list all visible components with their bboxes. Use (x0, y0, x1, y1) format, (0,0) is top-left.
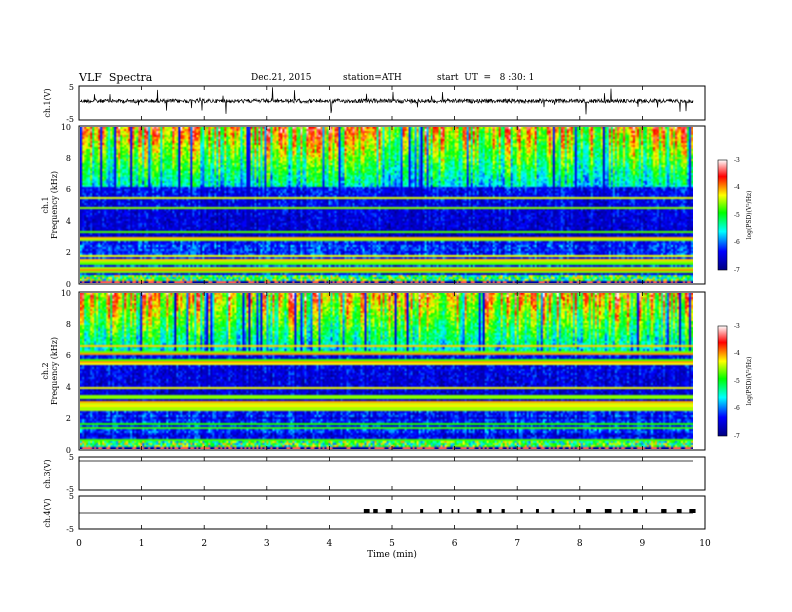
ch4-ylabel: ch.4(V) (43, 498, 52, 527)
cbar1-tick-m4: -4 (734, 184, 740, 191)
ch4-pulse (489, 509, 492, 513)
spec2-ylabel-channel: ch.2 (41, 362, 50, 379)
tick-marks (78, 86, 706, 529)
spec1-ylabel-channel: ch.1 (41, 196, 50, 213)
ch4-pulse (401, 509, 403, 513)
ch4-pulse (633, 509, 638, 513)
ch1-ylabel: ch.1(V) (43, 88, 52, 117)
cbar1-tick-m6: -6 (734, 239, 740, 246)
ch2-colorbar (717, 325, 728, 437)
x-tick-label-6: 6 (452, 539, 458, 549)
x-tick-label-5: 5 (389, 539, 395, 549)
ch1-colorbar (717, 159, 728, 271)
ch3-ytick-top: 5 (69, 453, 74, 462)
ch4-pulse (520, 509, 523, 513)
x-tick-label-10: 10 (699, 539, 711, 549)
ch1-waveform-line (79, 87, 694, 115)
spec1-ytick-10: 10 (61, 123, 71, 132)
ch4-ytick-top: 5 (69, 492, 74, 501)
cbar1-tick-m7: -7 (734, 267, 740, 274)
spec2-ytick-8: 8 (66, 320, 71, 329)
ch4-pulse (420, 509, 424, 513)
ch2-spectrogram-heatmap (80, 293, 693, 449)
spec2-ytick-4: 4 (66, 383, 71, 392)
x-axis-label: Time (min) (367, 549, 417, 560)
ch4-pulse (501, 509, 505, 513)
spec1-ytick-2: 2 (66, 248, 71, 257)
start-time-label: start UT = 8 :30: 1 (437, 73, 535, 83)
ch4-pulse (661, 509, 667, 513)
ch4-pulse (620, 509, 623, 513)
ch4-pulse (551, 509, 555, 513)
x-tick-label-0: 0 (76, 539, 82, 549)
ch3-waveform-frame (78, 456, 706, 491)
ch4-pulse (535, 509, 539, 513)
ch4-pulse (689, 509, 696, 513)
cbar2-tick-m7: -7 (734, 433, 740, 440)
ch4-pulse (586, 509, 592, 513)
x-tick-label-4: 4 (327, 539, 333, 549)
ch4-ytick-bottom: -5 (66, 525, 74, 534)
ch4-pulse (476, 509, 482, 513)
ch1-spectrogram-heatmap (80, 127, 693, 283)
station-label: station=ATH (343, 73, 402, 83)
ch4-pulse-group (363, 509, 696, 513)
spec2-ylabel-frequency: Frequency (kHz) (50, 337, 59, 405)
cbar1-tick-m3: -3 (734, 157, 740, 164)
spec1-ytick-8: 8 (66, 154, 71, 163)
cbar1-label: log(PSD)(V²/Hz) (746, 191, 753, 240)
x-tick-label-7: 7 (514, 539, 520, 549)
ch4-pulse (604, 509, 612, 513)
cbar2-tick-m3: -3 (734, 323, 740, 330)
ch3-ylabel: ch.3(V) (43, 459, 52, 488)
spec2-ytick-6: 6 (66, 351, 71, 360)
ch1-ytick-top: 5 (69, 83, 74, 92)
x-tick-label-9: 9 (640, 539, 646, 549)
ch3-ytick-bottom: -5 (66, 485, 74, 494)
ch4-pulse (385, 509, 392, 513)
cbar1-tick-m5: -5 (734, 212, 740, 219)
spec1-ytick-6: 6 (66, 185, 71, 194)
spec1-ylabel-frequency: Frequency (kHz) (50, 171, 59, 239)
ch4-pulse (457, 509, 460, 513)
cbar2-tick-m4: -4 (734, 350, 740, 357)
ch4-pulse (438, 509, 442, 513)
x-tick-label-1: 1 (139, 539, 145, 549)
ch4-pulse (363, 509, 370, 513)
spec1-ytick-0: 0 (66, 280, 71, 289)
spec1-ytick-4: 4 (66, 217, 71, 226)
ch4-pulse (573, 509, 576, 513)
chart-title: VLF Spectra (79, 71, 153, 84)
x-tick-label-8: 8 (577, 539, 583, 549)
ch4-pulse (451, 509, 454, 513)
cbar2-tick-m6: -6 (734, 405, 740, 412)
x-tick-label-3: 3 (264, 539, 270, 549)
ch4-pulse (645, 509, 648, 513)
ch1-ytick-bottom: -5 (66, 115, 74, 124)
ch4-pulse (373, 509, 378, 513)
spec2-ytick-2: 2 (66, 414, 71, 423)
spec2-ytick-0: 0 (66, 446, 71, 455)
x-tick-label-2: 2 (201, 539, 207, 549)
cbar2-tick-m5: -5 (734, 378, 740, 385)
cbar2-label: log(PSD)(V²/Hz) (746, 357, 753, 406)
date-label: Dec.21, 2015 (251, 73, 312, 83)
spec2-ytick-10: 10 (61, 289, 71, 298)
ch4-pulse (676, 509, 682, 513)
